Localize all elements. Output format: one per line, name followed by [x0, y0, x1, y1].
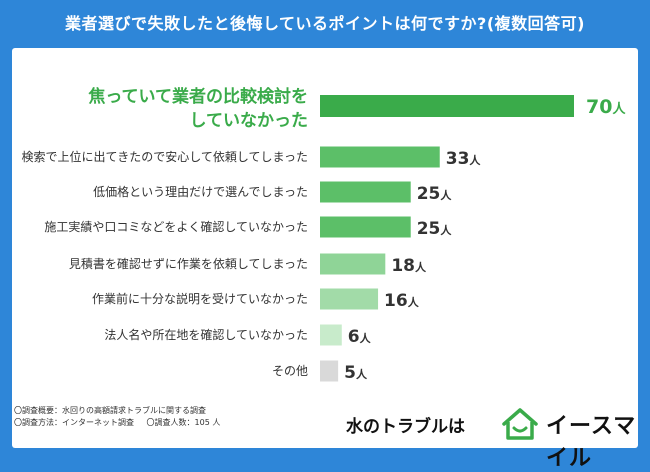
infographic: 業者選びで失敗したと後悔しているポイントは何ですか?(複数回答可) 焦っていて業…: [12, 14, 638, 471]
bar: [320, 253, 386, 275]
survey-method: 〇調査方法：インターネット調査: [14, 418, 134, 427]
company-logo: 水のトラブルは イースマイル: [340, 406, 638, 471]
bar: [320, 181, 411, 203]
category-label: していなかった: [190, 111, 309, 131]
bar: [320, 288, 379, 310]
bar: [320, 216, 411, 238]
value-label: 16人: [384, 291, 420, 311]
value-label: 33人: [446, 149, 482, 169]
house-smile-icon: [502, 408, 538, 440]
value-label: 18人: [391, 256, 427, 276]
page-title: 業者選びで失敗したと後悔しているポイントは何ですか?(複数回答可): [65, 14, 585, 33]
value-label: 6人: [348, 327, 372, 347]
category-label: 作業前に十分な説明を受けていなかった: [92, 291, 308, 306]
category-label: 焦っていて業者の比較検討を: [87, 86, 308, 107]
bar: [320, 324, 342, 346]
bar: [320, 360, 339, 382]
logo-tagline: 水のトラブルは: [346, 417, 465, 437]
bar: [320, 95, 574, 117]
category-label: 施工実績や口コミなどをよく確認していなかった: [44, 219, 308, 234]
value-label: 25人: [417, 184, 453, 204]
category-label: 法人名や所在地を確認していなかった: [104, 327, 308, 342]
survey-method-and-count: 〇調査方法：インターネット調査 〇調査人数：105 人: [14, 417, 230, 429]
category-label: 見積書を確認せずに作業を依頼してしまった: [69, 256, 308, 271]
category-label: 検索で上位に出てきたので安心して依頼してしまった: [22, 149, 308, 164]
value-label: 25人: [417, 219, 453, 239]
survey-count: 〇調査人数：105 人: [146, 418, 221, 427]
logo-brand: イースマイル: [546, 414, 637, 471]
category-label: 低価格という理由だけで選んでしまった: [93, 184, 308, 199]
survey-notes: 〇調査概要：水回りの高額請求トラブルに関する調査 〇調査方法：インターネット調査…: [14, 405, 230, 429]
value-label: 70人: [586, 96, 626, 118]
bar: [320, 146, 440, 168]
category-label: その他: [272, 364, 308, 378]
survey-overview: 〇調査概要：水回りの高額請求トラブルに関する調査: [14, 406, 206, 415]
value-label: 5人: [344, 363, 368, 383]
